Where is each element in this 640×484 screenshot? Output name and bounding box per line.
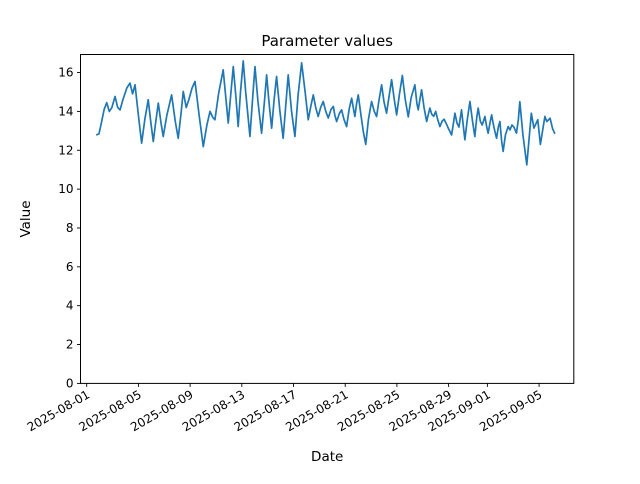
chart-title: Parameter values <box>261 32 393 50</box>
y-tick-label: 6 <box>66 260 74 274</box>
y-axis-label: Value <box>18 200 34 237</box>
y-tick-label: 4 <box>66 299 74 313</box>
series-line-parameter-values <box>95 60 556 166</box>
plot-area-border <box>80 54 575 384</box>
y-tick-label: 0 <box>66 376 74 390</box>
x-axis-label: Date <box>311 449 343 465</box>
y-tick-label: 8 <box>66 221 74 235</box>
y-tick-label: 14 <box>58 104 73 118</box>
x-axis-ticks: 2025-08-012025-08-052025-08-092025-08-13… <box>25 383 545 434</box>
y-tick-label: 16 <box>58 66 73 80</box>
y-axis-ticks: 0 2 4 6 8 10 12 14 16 <box>58 66 81 390</box>
y-tick-label: 12 <box>58 143 73 157</box>
y-tick-label: 10 <box>58 182 73 196</box>
y-tick-label: 2 <box>66 338 74 352</box>
data-series <box>95 60 556 166</box>
